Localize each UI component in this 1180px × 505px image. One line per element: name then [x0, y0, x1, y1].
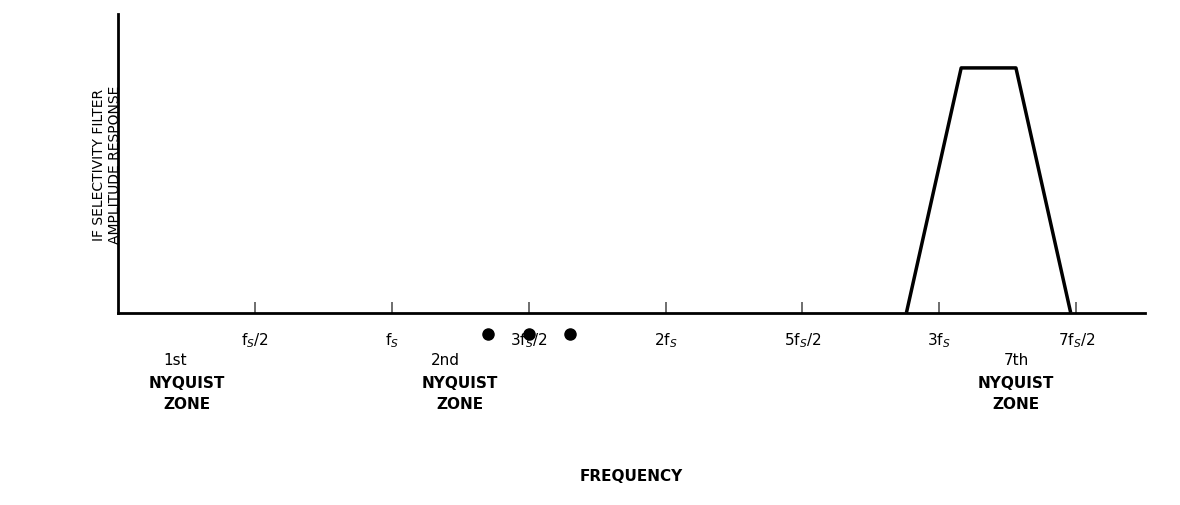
Text: f$_S$: f$_S$ — [385, 331, 399, 349]
Text: 1st: 1st — [163, 352, 186, 367]
Text: 3f$_S$/2: 3f$_S$/2 — [510, 331, 548, 349]
Text: 3f$_S$: 3f$_S$ — [927, 331, 951, 349]
Text: 7th: 7th — [1003, 352, 1029, 367]
Text: 5f$_S$/2: 5f$_S$/2 — [784, 331, 821, 349]
Text: f$_S$/2: f$_S$/2 — [241, 331, 269, 349]
Text: NYQUIST: NYQUIST — [422, 376, 498, 391]
Y-axis label: IF SELECTIVITY FILTER
AMPLITUDE RESPONSE: IF SELECTIVITY FILTER AMPLITUDE RESPONSE — [92, 85, 122, 243]
Text: ZONE: ZONE — [163, 396, 210, 412]
Text: FREQUENCY: FREQUENCY — [579, 468, 683, 483]
Text: NYQUIST: NYQUIST — [978, 376, 1054, 391]
Text: ZONE: ZONE — [992, 396, 1040, 412]
Text: ZONE: ZONE — [437, 396, 484, 412]
Text: 2nd: 2nd — [431, 352, 460, 367]
Text: 7f$_S$/2: 7f$_S$/2 — [1057, 331, 1095, 349]
Text: 2f$_S$: 2f$_S$ — [654, 331, 677, 349]
Text: NYQUIST: NYQUIST — [149, 376, 224, 391]
